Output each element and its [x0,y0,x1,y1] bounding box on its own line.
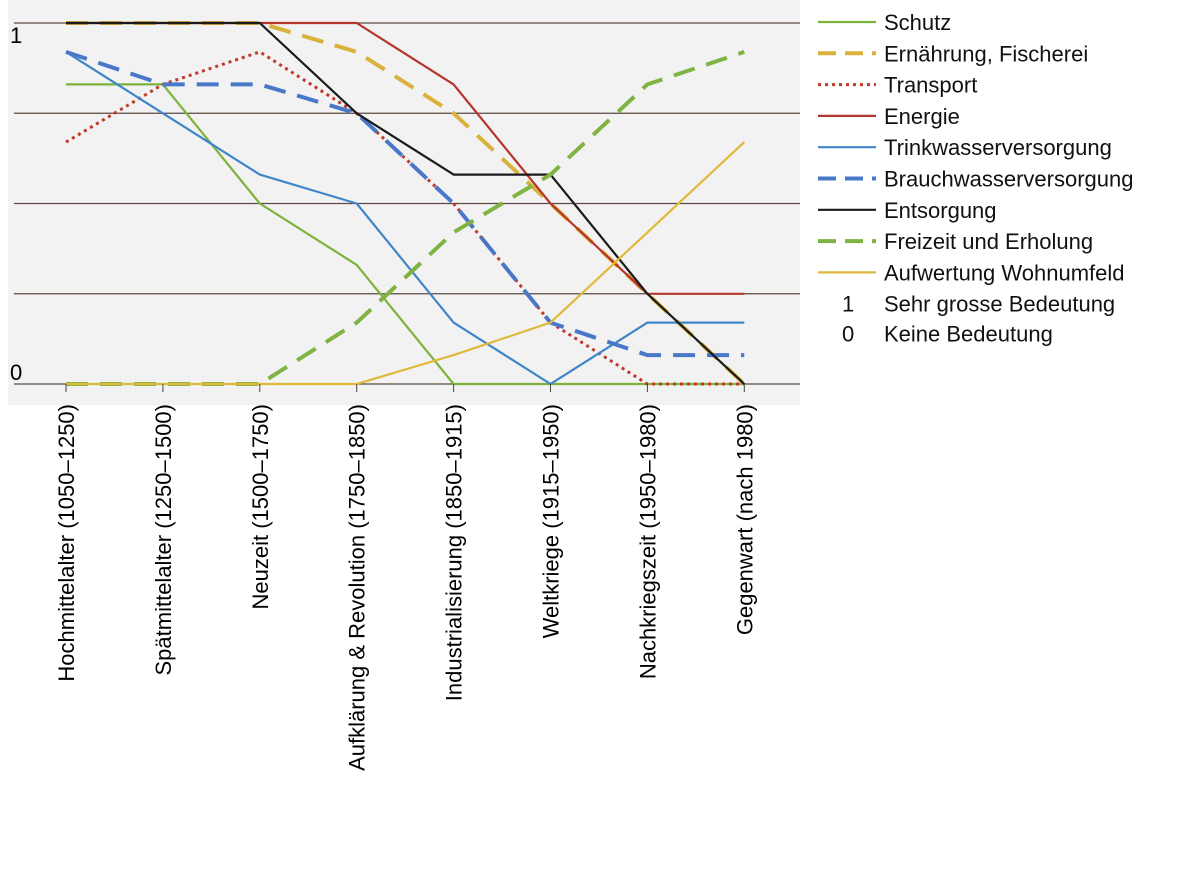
note-text: Keine Bedeutung [884,322,1053,347]
legend-label: Aufwertung Wohnumfeld [884,260,1125,285]
legend-label: Entsorgung [884,198,997,223]
note-symbol: 0 [842,322,854,347]
y-tick-label: 0 [10,360,22,385]
series-line-entsorgung [66,21,746,385]
series-line-brauchwasserversorgung [65,50,745,358]
legend-label: Energie [884,104,960,129]
legend-label: Trinkwasserversorgung [884,135,1112,160]
x-tick-label: Hochmittelalter (1050–1250) [54,404,79,682]
x-tick-label: Neuzeit (1500–1750) [248,404,273,609]
x-tick-label: Gegenwart (nach 1980) [732,404,757,635]
legend-label: Brauchwasserversorgung [884,167,1133,192]
note-symbol: 1 [842,292,854,317]
x-axis-ticks: Hochmittelalter (1050–1250) Spätmittelalt… [54,384,757,771]
plot-background [8,0,800,405]
x-tick-label: Weltkriege (1915–1950) [539,404,564,638]
x-tick-label: Nachkriegszeit (1950–1980) [635,404,660,679]
legend-label: Ernährung, Fischerei [884,41,1088,66]
legend-label: Freizeit und Erholung [884,229,1093,254]
legend-label: Schutz [884,10,951,35]
legend: Schutz Ernährung, Fischerei Transport Energ… [818,10,1133,347]
legend-label: Transport [884,73,977,98]
x-tick-label: Spätmittelalter (1250–1500) [151,404,176,676]
series-line-schutz [66,83,745,386]
y-axis-ticks: 10 [10,23,22,385]
x-tick-label: Industrialisierung (1850–1915) [442,404,467,701]
note-text: Sehr grosse Bedeutung [884,292,1115,317]
series-layer [65,21,746,386]
series-line-trinkwasserversorgung [65,50,745,386]
y-tick-label: 1 [10,23,22,48]
series-line-aufwertung-wohnumfeld [66,141,746,386]
x-tick-label: Aufklärung & Revolution (1750–1850) [345,404,370,771]
